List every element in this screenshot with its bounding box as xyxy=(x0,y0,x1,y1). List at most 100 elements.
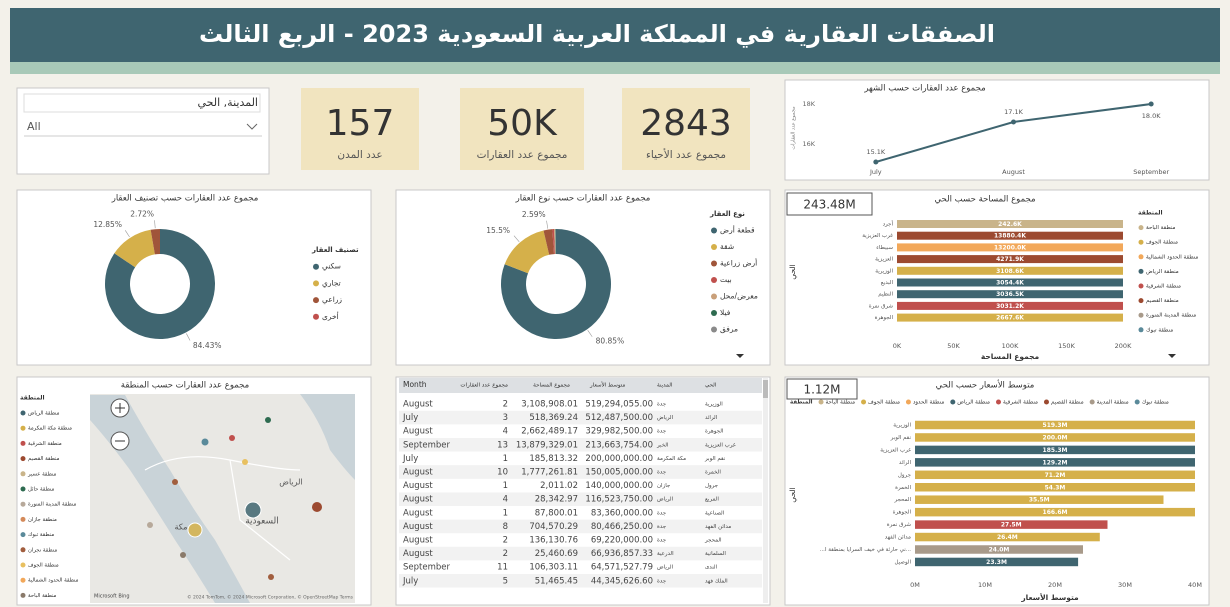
map-bubble[interactable] xyxy=(147,522,153,528)
donut-slice xyxy=(554,229,556,255)
chart-title: متوسط الأسعار حسب الحي xyxy=(936,380,1035,391)
dropdown-chevron[interactable] xyxy=(246,123,258,130)
map-bubble[interactable] xyxy=(242,459,248,465)
scrollbar-track[interactable] xyxy=(763,378,768,603)
map-bubble[interactable] xyxy=(201,438,209,446)
map-terms: © 2024 TomTom, © 2024 Microsoft Corporat… xyxy=(187,594,354,601)
table-cell: المحجر xyxy=(704,538,722,544)
more-caret[interactable] xyxy=(1168,354,1176,358)
table-cell: July xyxy=(402,576,418,586)
legend-marker xyxy=(20,532,26,538)
legend-label: شقة xyxy=(720,242,734,251)
legend-marker xyxy=(996,399,1001,405)
data-label: 18.0K xyxy=(1142,112,1161,120)
legend-label: منطقة حائل xyxy=(28,487,55,493)
table-cell: August xyxy=(403,468,433,478)
data-label: 27.5M xyxy=(1001,522,1022,529)
table-cell: 2 xyxy=(503,400,508,410)
map-bubble[interactable] xyxy=(180,552,186,558)
table-cell: جدة xyxy=(657,402,666,408)
chart-title: مجموع المساحة حسب الحي xyxy=(934,195,1035,205)
table-header: الحي xyxy=(705,383,717,389)
data-label: 13880.4K xyxy=(994,233,1026,240)
map-place: مكة xyxy=(175,523,188,532)
legend-marker xyxy=(1089,399,1095,405)
table-row-band xyxy=(399,438,762,452)
more-caret[interactable] xyxy=(736,354,744,358)
legend-marker xyxy=(818,399,824,405)
y-tick-label: الوزيرية xyxy=(875,268,893,274)
y-tick-label: الوزيرية xyxy=(893,423,911,429)
table-row-band xyxy=(399,574,762,588)
table-row-band xyxy=(399,492,762,506)
legend-marker xyxy=(711,260,717,267)
legend-label: منطقة الباحة xyxy=(826,400,856,406)
table-cell: جدة xyxy=(657,510,666,516)
table-cell: الملك فهد xyxy=(705,578,728,584)
legend-marker xyxy=(20,547,26,553)
table-cell: 704,570.29 xyxy=(529,522,578,532)
legend-label: منطقة الرياض xyxy=(1146,269,1179,275)
map-road xyxy=(144,456,301,561)
table-cell: الرياض xyxy=(657,497,674,503)
legend-title: نوع العقار xyxy=(709,210,745,218)
x-tick-label: 100K xyxy=(1002,342,1019,350)
map-bubble[interactable] xyxy=(312,502,322,512)
table-cell: August xyxy=(403,400,433,410)
table-cell: July xyxy=(402,413,418,423)
donut-slice xyxy=(552,229,555,255)
table-cell: September xyxy=(403,563,450,573)
legend-marker xyxy=(20,425,26,431)
table-cell: 64,571,527.79 xyxy=(591,563,653,573)
table-cell: 150,005,000.00 xyxy=(585,468,653,478)
table-cell: 83,360,000.00 xyxy=(591,508,653,518)
legend-marker xyxy=(711,310,717,316)
table-cell: مدائن الفهد xyxy=(705,524,731,530)
data-label: 242.6K xyxy=(998,221,1022,228)
filter-label-box xyxy=(23,93,261,113)
bar xyxy=(897,301,1123,310)
data-label: 2667.6K xyxy=(996,315,1024,322)
y-tick-label: جرول xyxy=(898,472,911,478)
map-bubble[interactable] xyxy=(244,501,262,519)
y-axis-title: الحي xyxy=(788,487,797,502)
table-cell: الخمرة xyxy=(705,470,721,476)
leader-line xyxy=(124,230,130,238)
map-bubble[interactable] xyxy=(229,435,235,441)
bar xyxy=(897,220,1123,228)
legend-marker xyxy=(711,293,717,300)
card-value: 1.12M xyxy=(803,383,840,397)
table-cell: August xyxy=(403,427,433,437)
legend-marker xyxy=(1138,283,1144,289)
legend-marker xyxy=(711,227,717,234)
zoom-in-icon[interactable] xyxy=(115,403,125,413)
bar xyxy=(915,495,1164,504)
legend-marker xyxy=(1134,399,1140,405)
data-label: 3031.2K xyxy=(996,303,1024,310)
filter-dropdown[interactable] xyxy=(24,118,262,135)
table-header: متوسط الأسعار xyxy=(589,381,625,389)
bar xyxy=(897,278,1123,287)
leader-line xyxy=(587,329,593,337)
scrollbar-thumb[interactable] xyxy=(763,380,768,398)
map-bubble[interactable] xyxy=(187,522,203,538)
map-bubble[interactable] xyxy=(172,479,178,485)
legend-marker xyxy=(711,244,717,250)
data-label: 12.85% xyxy=(93,220,122,229)
legend-label: زراعي xyxy=(322,295,342,304)
table-cell: July xyxy=(402,454,418,464)
table-row-band xyxy=(399,519,762,534)
table-cell: الوزيرية xyxy=(705,402,723,408)
map-bubble[interactable] xyxy=(265,417,271,423)
data-label: 71.2M xyxy=(1045,472,1066,479)
line-panel xyxy=(784,79,1210,181)
legend-label: منطقة القصيم xyxy=(1146,298,1179,304)
filter-value[interactable]: All xyxy=(27,120,41,133)
table-cell: 1 xyxy=(503,481,508,491)
leader-line xyxy=(186,333,191,341)
map-bubble[interactable] xyxy=(268,574,274,580)
x-tick-label: 0M xyxy=(910,581,920,589)
table-header: مجموع عدد العقارات xyxy=(460,383,508,389)
kpi-label: مجموع عدد العقارات xyxy=(477,149,568,161)
